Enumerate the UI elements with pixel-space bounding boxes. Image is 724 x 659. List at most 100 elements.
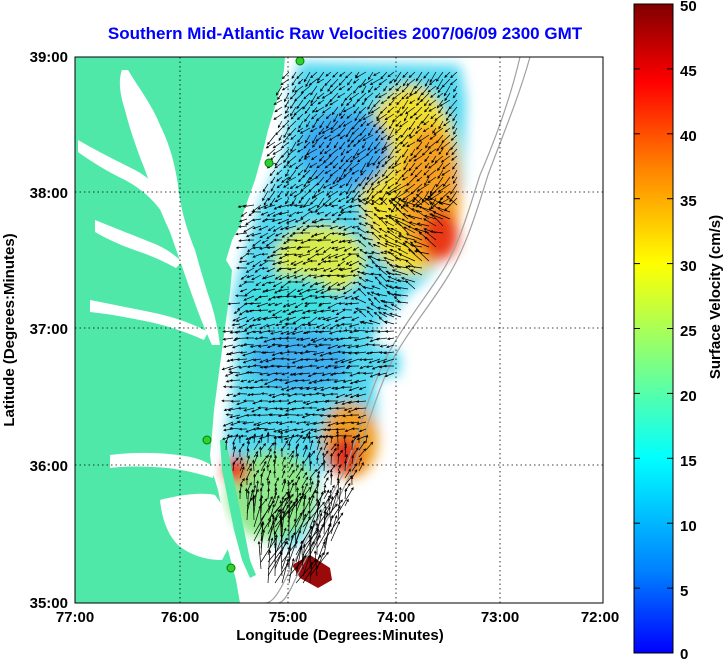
velocity-arrow bbox=[252, 400, 262, 405]
velocity-arrow bbox=[409, 113, 416, 119]
velocity-arrow bbox=[271, 393, 283, 399]
velocity-arrow bbox=[349, 330, 360, 334]
velocity-arrow bbox=[364, 222, 374, 227]
velocity-arrow bbox=[317, 71, 325, 82]
velocity-arrow bbox=[422, 127, 430, 133]
velocity-arrow bbox=[402, 141, 409, 148]
velocity-arrow bbox=[277, 120, 283, 129]
velocity-arrow bbox=[239, 253, 248, 260]
velocity-arrow bbox=[344, 487, 348, 500]
velocity-arrow bbox=[354, 113, 360, 122]
velocity-arrow bbox=[345, 197, 353, 204]
velocity-arrow bbox=[335, 427, 346, 431]
velocity-arrow bbox=[335, 309, 346, 315]
velocity-arrow bbox=[288, 434, 295, 444]
velocity-arrow bbox=[260, 473, 263, 486]
velocity-arrow bbox=[309, 169, 318, 181]
velocity-arrow bbox=[416, 141, 423, 150]
velocity-arrow bbox=[330, 515, 338, 535]
velocity-arrow bbox=[277, 92, 283, 101]
velocity-arrow bbox=[306, 435, 318, 439]
station-marker bbox=[202, 435, 212, 445]
velocity-arrow bbox=[436, 78, 444, 90]
velocity-arrow bbox=[306, 288, 318, 292]
velocity-arrow bbox=[383, 257, 395, 262]
velocity-arrow bbox=[262, 183, 269, 193]
velocity-arrow bbox=[314, 204, 325, 212]
velocity-arrow bbox=[272, 211, 283, 217]
velocity-arrow bbox=[302, 393, 311, 397]
velocity-arrow bbox=[295, 558, 317, 584]
velocity-arrow bbox=[307, 323, 318, 327]
velocity-arrow bbox=[309, 476, 312, 486]
velocity-arrow bbox=[289, 190, 297, 197]
velocity-arrow bbox=[277, 190, 283, 199]
velocity-arrow bbox=[291, 330, 304, 335]
velocity-arrow bbox=[385, 270, 395, 276]
velocity-arrow bbox=[307, 343, 318, 346]
velocity-arrow bbox=[281, 71, 290, 80]
velocity-arrow bbox=[283, 162, 290, 169]
velocity-arrow bbox=[322, 267, 332, 272]
velocity-arrow bbox=[333, 141, 339, 149]
velocity-arrow bbox=[349, 155, 360, 163]
velocity-arrow bbox=[262, 316, 276, 321]
velocity-arrow bbox=[395, 120, 402, 127]
velocity-arrow bbox=[286, 358, 297, 362]
velocity-arrow bbox=[399, 199, 416, 206]
velocity-arrow bbox=[358, 386, 367, 390]
velocity-arrow bbox=[245, 476, 249, 486]
velocity-arrow bbox=[439, 99, 451, 107]
velocity-arrow bbox=[366, 310, 374, 318]
velocity-arrow bbox=[258, 225, 269, 231]
velocity-arrow bbox=[374, 148, 381, 154]
velocity-arrow bbox=[295, 183, 304, 189]
velocity-arrow bbox=[340, 148, 346, 156]
velocity-arrow bbox=[295, 162, 304, 170]
velocity-arrow bbox=[225, 413, 234, 417]
velocity-arrow bbox=[424, 78, 430, 87]
velocity-arrow bbox=[302, 554, 322, 584]
velocity-arrow bbox=[306, 224, 318, 228]
velocity-arrow bbox=[309, 267, 318, 271]
velocity-arrow bbox=[351, 169, 360, 175]
velocity-arrow bbox=[415, 248, 430, 262]
velocity-arrow bbox=[243, 323, 255, 332]
velocity-arrow bbox=[293, 267, 304, 274]
velocity-arrow bbox=[335, 406, 346, 410]
velocity-arrow bbox=[409, 85, 416, 97]
velocity-arrow bbox=[277, 260, 290, 265]
velocity-arrow bbox=[452, 169, 458, 180]
velocity-arrow bbox=[242, 204, 255, 208]
x-tick-label: 77:00 bbox=[56, 609, 94, 626]
velocity-arrow bbox=[287, 148, 297, 156]
velocity-arrow bbox=[378, 92, 388, 98]
velocity-arrow bbox=[324, 204, 332, 208]
velocity-arrow bbox=[252, 421, 262, 426]
velocity-arrow bbox=[301, 484, 305, 493]
colorbar-tick-label: 15 bbox=[680, 453, 697, 470]
velocity-arrow bbox=[333, 365, 346, 369]
velocity-arrow bbox=[404, 240, 416, 248]
velocity-arrow bbox=[271, 357, 283, 361]
velocity-arrow bbox=[342, 106, 353, 113]
velocity-arrow bbox=[239, 288, 248, 293]
velocity-arrow bbox=[389, 249, 402, 255]
velocity-arrow bbox=[274, 232, 283, 237]
velocity-arrow bbox=[329, 489, 333, 500]
velocity-arrow bbox=[262, 288, 269, 293]
velocity-arrow bbox=[378, 235, 388, 241]
velocity-arrow bbox=[314, 400, 325, 404]
velocity-arrow bbox=[446, 195, 458, 206]
velocity-arrow bbox=[290, 113, 297, 120]
velocity-arrow bbox=[370, 106, 381, 114]
velocity-arrow bbox=[378, 267, 388, 276]
velocity-arrow bbox=[428, 106, 437, 112]
velocity-arrow bbox=[238, 260, 248, 264]
velocity-arrow bbox=[302, 527, 318, 556]
velocity-arrow bbox=[378, 78, 388, 86]
velocity-arrow bbox=[315, 456, 319, 465]
velocity-arrow bbox=[359, 365, 367, 369]
velocity-arrow bbox=[325, 399, 338, 403]
velocity-arrow bbox=[223, 407, 234, 412]
